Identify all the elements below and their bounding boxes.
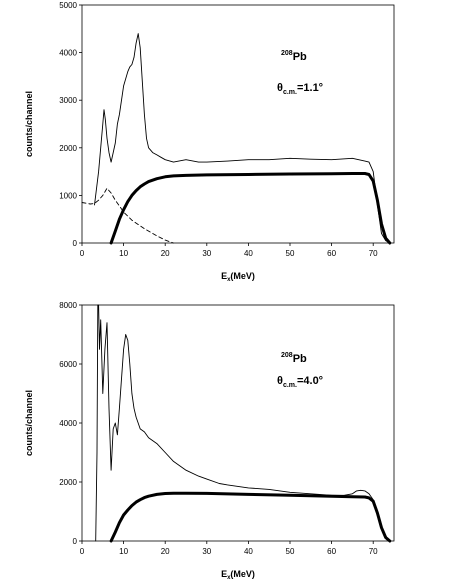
x-tick-label: 50 bbox=[286, 249, 295, 258]
series-layer bbox=[81, 33, 392, 245]
y-tick-label: 2000 bbox=[59, 144, 77, 153]
ticks-layer: 0 10 20 30 40 50 60 70 0 2000 4000 6000 8000 bbox=[59, 301, 378, 556]
y-tick-label: 5000 bbox=[59, 1, 77, 10]
x-tick-label: 40 bbox=[244, 249, 253, 258]
y-tick-label: 0 bbox=[73, 239, 78, 248]
series-line-dashed bbox=[81, 187, 174, 244]
angle-value: =1.1° bbox=[297, 82, 323, 94]
x-tick-label: 70 bbox=[369, 547, 378, 556]
chart-panel-bottom: 0 10 20 30 40 50 60 70 0 2000 4000 6000 8000 counts/… bbox=[24, 301, 395, 581]
series-line-thin bbox=[95, 304, 391, 542]
plot-frame bbox=[81, 304, 395, 542]
x-tick-label: 30 bbox=[202, 547, 211, 556]
y-tick-label: 0 bbox=[73, 537, 78, 546]
y-tick-label: 8000 bbox=[59, 301, 77, 310]
angle-label: θc.m.=1.1° bbox=[277, 82, 323, 96]
chart-panel-top: 0 10 20 30 40 50 60 70 0 1000 2000 3000 4000 5000 cou… bbox=[24, 1, 395, 283]
x-axis-title-main: E bbox=[221, 569, 227, 579]
angle-value: =4.0° bbox=[297, 375, 323, 387]
x-tick-label: 20 bbox=[161, 547, 170, 556]
angle-theta: θ bbox=[277, 375, 283, 387]
x-axis-title: Ex(MeV) bbox=[221, 271, 255, 283]
series-line-thick bbox=[109, 491, 392, 543]
x-tick-label: 0 bbox=[80, 547, 85, 556]
y-tick-label: 2000 bbox=[59, 478, 77, 487]
y-tick-label: 3000 bbox=[59, 96, 77, 105]
angle-theta-sub: c.m. bbox=[283, 89, 297, 96]
x-axis-title-sub: x bbox=[227, 277, 231, 283]
angle-theta-sub: c.m. bbox=[283, 382, 297, 389]
angle-label: θc.m.=4.0° bbox=[277, 375, 323, 389]
x-tick-label: 50 bbox=[286, 547, 295, 556]
y-axis-title: counts/channel bbox=[24, 390, 34, 456]
x-axis-title-main: E bbox=[221, 271, 227, 281]
x-axis-title-sub: x bbox=[227, 575, 231, 581]
nucleus-mass: 208 bbox=[281, 352, 293, 359]
x-tick-label: 20 bbox=[161, 249, 170, 258]
x-tick-label: 0 bbox=[80, 249, 85, 258]
series-layer bbox=[95, 304, 392, 543]
x-tick-label: 60 bbox=[327, 249, 336, 258]
x-axis-title-unit: (MeV) bbox=[230, 271, 255, 281]
x-tick-label: 60 bbox=[327, 547, 336, 556]
nucleus-symbol: Pb bbox=[293, 353, 307, 365]
x-tick-label: 70 bbox=[369, 249, 378, 258]
x-tick-label: 30 bbox=[202, 249, 211, 258]
ticks-layer: 0 10 20 30 40 50 60 70 0 1000 2000 3000 4000 5000 bbox=[59, 1, 378, 258]
nucleus-mass: 208 bbox=[281, 50, 293, 57]
nucleus-label: 208Pb bbox=[281, 50, 307, 63]
nucleus-symbol: Pb bbox=[293, 51, 307, 63]
x-tick-label: 40 bbox=[244, 547, 253, 556]
x-axis-title: Ex(MeV) bbox=[221, 569, 255, 581]
y-tick-label: 6000 bbox=[59, 360, 77, 369]
x-tick-label: 10 bbox=[119, 547, 128, 556]
plot-frame bbox=[81, 4, 395, 244]
angle-theta: θ bbox=[277, 82, 283, 94]
nucleus-label: 208Pb bbox=[281, 352, 307, 365]
y-tick-label: 4000 bbox=[59, 419, 77, 428]
y-tick-label: 4000 bbox=[59, 49, 77, 58]
series-line-thick bbox=[109, 172, 392, 245]
y-axis-title: counts/channel bbox=[24, 91, 34, 157]
series-line-thin bbox=[94, 33, 391, 244]
x-axis-title-unit: (MeV) bbox=[230, 569, 255, 579]
y-tick-label: 1000 bbox=[59, 191, 77, 200]
x-tick-label: 10 bbox=[119, 249, 128, 258]
